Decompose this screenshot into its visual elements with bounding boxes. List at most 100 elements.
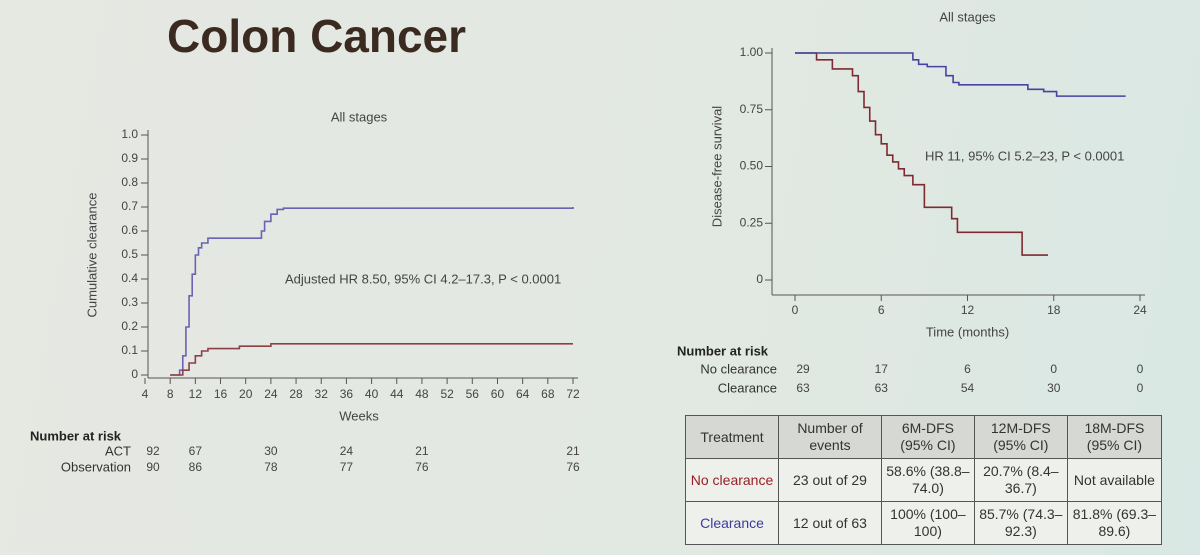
- header-cell: 18M-DFS (95% CI): [1066, 415, 1163, 459]
- y-tick-label: 0.9: [121, 151, 138, 165]
- x-tick-label: 44: [390, 387, 404, 401]
- risk-value: 24: [340, 444, 354, 458]
- risk-value: 0: [1137, 381, 1144, 395]
- chart-title: All stages: [939, 9, 996, 24]
- risk-value: 0: [1137, 362, 1144, 376]
- y-tick-label: 1.00: [740, 45, 764, 59]
- y-tick-label: 0.25: [740, 215, 764, 229]
- survival-curve: [795, 52, 1126, 97]
- x-tick-label: 8: [167, 387, 174, 401]
- x-tick-label: 0: [792, 303, 799, 317]
- risk-value: 63: [875, 381, 889, 395]
- x-tick-label: 36: [340, 387, 354, 401]
- x-tick-label: 32: [315, 387, 329, 401]
- cell: 23 out of 29: [778, 458, 882, 502]
- x-tick-label: 18: [1047, 303, 1061, 317]
- survival-curve: [170, 207, 574, 376]
- risk-value: 54: [961, 381, 975, 395]
- risk-row-label: No clearance: [700, 361, 777, 376]
- table-row: Clearance 12 out of 63 100% (100–100) 85…: [684, 501, 1163, 545]
- risk-value: 77: [340, 460, 354, 474]
- cell: 100% (100–100): [880, 501, 975, 545]
- table-row: No clearance 23 out of 29 58.6% (38.8–74…: [684, 458, 1163, 502]
- risk-value: 29: [796, 362, 810, 376]
- risk-value: 30: [264, 444, 278, 458]
- slide-title: Colon Cancer: [167, 10, 466, 62]
- x-tick-label: 4: [142, 387, 149, 401]
- x-tick-label: 20: [239, 387, 253, 401]
- annotation: HR 11, 95% CI 5.2–23, P < 0.0001: [925, 148, 1124, 163]
- annotation: Adjusted HR 8.50, 95% CI 4.2–17.3, P < 0…: [285, 271, 561, 286]
- risk-value: 76: [415, 460, 429, 474]
- x-tick-label: 12: [189, 387, 203, 401]
- x-tick-label: 12: [961, 303, 975, 317]
- risk-value: 21: [566, 444, 580, 458]
- x-tick-label: 56: [466, 387, 480, 401]
- cell: 20.7% (8.4–36.7): [973, 458, 1068, 502]
- header-cell: 12M-DFS (95% CI): [973, 415, 1068, 459]
- cell: 58.6% (38.8–74.0): [880, 458, 975, 502]
- x-tick-label: 24: [264, 387, 278, 401]
- x-axis-label: Weeks: [339, 408, 379, 423]
- cell: 85.7% (74.3–92.3): [973, 501, 1068, 545]
- y-tick-label: 0.2: [121, 319, 138, 333]
- y-axis-label: Disease-free survival: [709, 106, 724, 227]
- risk-row-label: Clearance: [718, 380, 777, 395]
- cell: 81.8% (69.3–89.6): [1066, 501, 1163, 545]
- x-axis-label: Time (months): [926, 324, 1009, 339]
- header-row: Treatment Number of events 6M-DFS (95% C…: [684, 415, 1163, 459]
- x-tick-label: 64: [516, 387, 530, 401]
- y-tick-label: 0.50: [740, 159, 764, 173]
- header-cell: Number of events: [778, 415, 882, 459]
- x-tick-label: 6: [878, 303, 885, 317]
- x-tick-label: 68: [541, 387, 555, 401]
- cell: Clearance: [684, 501, 780, 545]
- cell: No clearance: [684, 458, 780, 502]
- risk-value: 17: [875, 362, 889, 376]
- risk-value: 92: [146, 444, 160, 458]
- y-tick-label: 0.5: [121, 247, 138, 261]
- chart-title: All stages: [331, 109, 388, 124]
- risk-value: 6: [964, 362, 971, 376]
- risk-value: 63: [796, 381, 810, 395]
- risk-value: 86: [189, 460, 203, 474]
- survival-curve: [170, 343, 573, 376]
- risk-value: 0: [1050, 362, 1057, 376]
- y-tick-label: 0.4: [121, 271, 138, 285]
- y-tick-label: 0.7: [121, 199, 138, 213]
- x-tick-label: 16: [214, 387, 228, 401]
- y-tick-label: 0.6: [121, 223, 138, 237]
- risk-row-label: ACT: [105, 443, 131, 458]
- risk-row-label: Observation: [61, 459, 131, 474]
- y-axis-label: Cumulative clearance: [84, 192, 99, 317]
- risk-value: 76: [566, 460, 580, 474]
- x-tick-label: 60: [491, 387, 505, 401]
- header-cell: 6M-DFS (95% CI): [880, 415, 975, 459]
- risk-value: 30: [1047, 381, 1061, 395]
- risk-value: 78: [264, 460, 278, 474]
- y-tick-label: 0.8: [121, 175, 138, 189]
- y-tick-label: 1.0: [121, 127, 138, 141]
- risk-value: 67: [189, 444, 203, 458]
- x-tick-label: 28: [289, 387, 303, 401]
- risk-table-title: Number at risk: [30, 428, 122, 443]
- x-tick-label: 24: [1133, 303, 1147, 317]
- risk-value: 21: [415, 444, 429, 458]
- risk-value: 90: [146, 460, 160, 474]
- y-tick-label: 0.1: [121, 343, 138, 357]
- y-tick-label: 0: [131, 367, 138, 381]
- y-tick-label: 0.75: [740, 102, 764, 116]
- x-tick-label: 52: [440, 387, 454, 401]
- risk-table-title: Number at risk: [677, 343, 769, 358]
- y-tick-label: 0: [756, 272, 763, 286]
- header-cell: Treatment: [684, 415, 780, 459]
- y-tick-label: 0.3: [121, 295, 138, 309]
- survival-curve: [795, 52, 1048, 256]
- cell: Not available: [1066, 458, 1163, 502]
- x-tick-label: 72: [566, 387, 580, 401]
- cell: 12 out of 63: [778, 501, 882, 545]
- x-tick-label: 48: [415, 387, 429, 401]
- dfs-table: Treatment Number of events 6M-DFS (95% C…: [684, 415, 1163, 545]
